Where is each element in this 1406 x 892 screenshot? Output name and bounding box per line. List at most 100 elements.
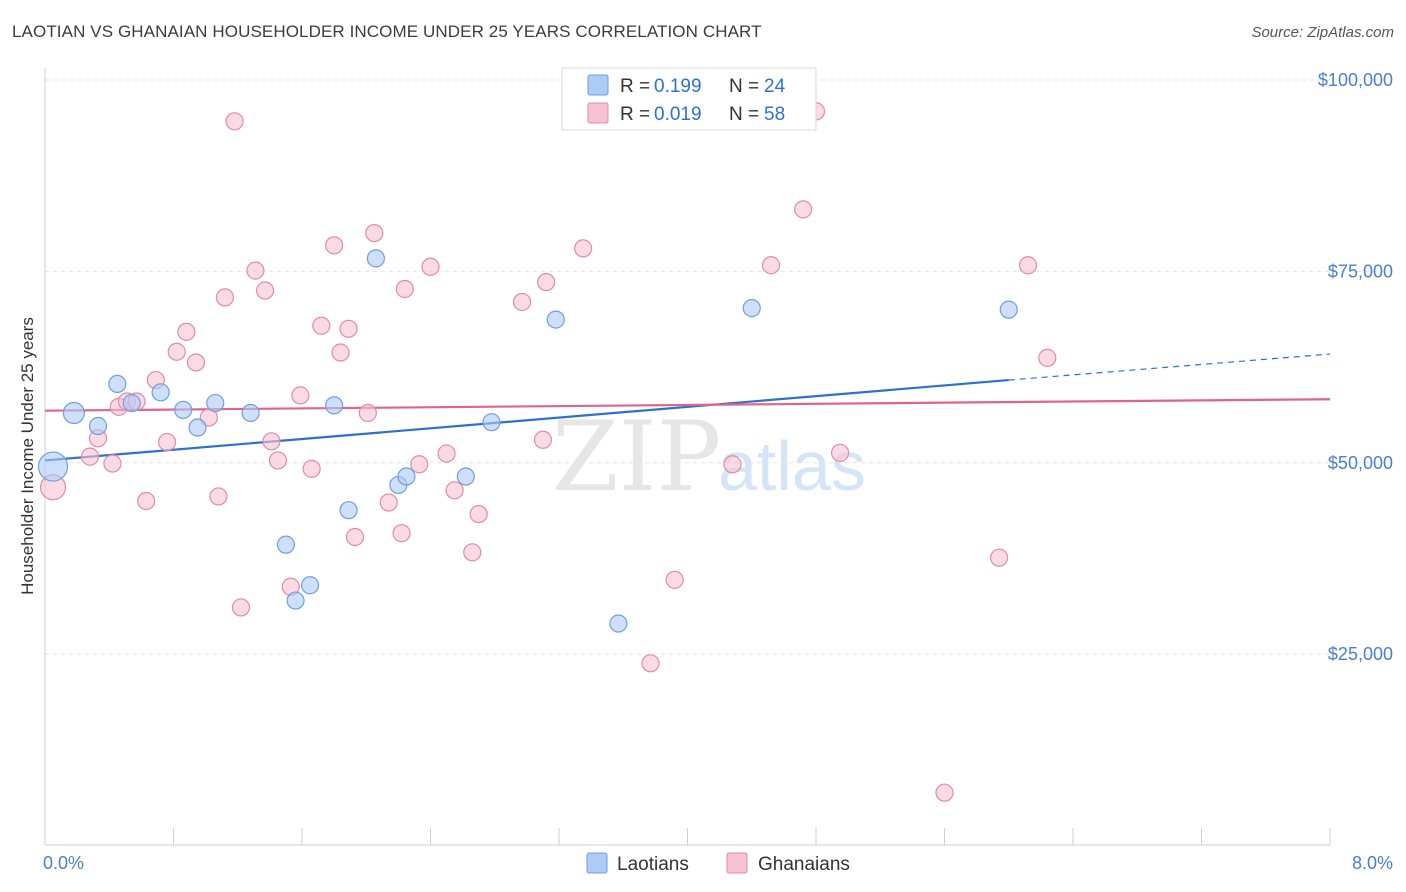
point-ghanaians	[437, 444, 456, 463]
legend-swatch-laotians-bottom	[586, 852, 608, 874]
point-ghanaians	[312, 316, 331, 335]
point-laotians	[397, 467, 416, 486]
point-laotians	[88, 416, 108, 436]
point-ghanaians	[573, 239, 593, 258]
legend-n-label-laotians: N =	[729, 76, 759, 97]
point-laotians	[174, 400, 193, 420]
point-laotians	[339, 501, 358, 520]
point-laotians	[456, 467, 475, 486]
point-ghanaians	[935, 783, 954, 802]
point-ghanaians	[512, 292, 532, 312]
gridlines	[45, 79, 1392, 655]
point-laotians	[999, 300, 1018, 319]
point-ghanaians	[395, 279, 414, 299]
point-ghanaians	[830, 443, 850, 462]
point-laotians	[37, 451, 69, 482]
point-laotians	[366, 249, 385, 268]
point-ghanaians	[302, 459, 321, 478]
point-ghanaians	[262, 432, 281, 451]
point-laotians	[286, 591, 305, 610]
point-ghanaians	[990, 548, 1009, 567]
point-ghanaians	[365, 224, 384, 243]
point-laotians	[241, 403, 260, 423]
trend-lines	[44, 353, 1331, 462]
point-laotians	[188, 418, 207, 437]
point-ghanaians	[469, 504, 488, 524]
point-laotians	[300, 576, 320, 595]
x-tick-labels: 0.0% 8.0%	[43, 853, 1393, 873]
point-ghanaians	[157, 432, 177, 452]
legend-swatch-ghanaians-bottom	[726, 852, 748, 874]
point-ghanaians	[268, 451, 288, 470]
trend-line-ghanaians	[44, 398, 1331, 412]
point-ghanaians	[186, 353, 206, 372]
legend-n-value-laotians: 24	[764, 76, 786, 97]
point-ghanaians	[137, 491, 156, 511]
point-ghanaians	[225, 112, 244, 131]
point-ghanaians	[665, 570, 684, 589]
point-ghanaians	[215, 288, 234, 307]
chart-title: LAOTIAN VS GHANAIAN HOUSEHOLDER INCOME U…	[12, 22, 762, 41]
point-ghanaians	[167, 342, 186, 361]
point-ghanaians	[1018, 256, 1038, 275]
point-ghanaians	[339, 319, 358, 338]
correlation-legend: R = 0.199 N = 24 R = 0.019 N = 58	[561, 67, 817, 131]
point-ghanaians	[231, 598, 251, 617]
point-ghanaians	[445, 481, 464, 500]
point-laotians	[122, 393, 141, 413]
y-tick-label: $25,000	[1328, 644, 1393, 664]
point-laotians	[108, 374, 127, 394]
x-tick-label: 8.0%	[1352, 853, 1393, 873]
source-label: Source: ZipAtlas.com	[1251, 24, 1394, 41]
legend-r-value-laotians: 0.199	[654, 76, 702, 97]
point-ghanaians	[345, 527, 365, 547]
point-ghanaians	[1038, 348, 1057, 367]
point-ghanaians	[331, 343, 350, 362]
point-laotians	[609, 614, 628, 633]
point-ghanaians	[103, 454, 122, 473]
y-tick-label: $50,000	[1328, 453, 1393, 473]
watermark-zip: ZIP	[552, 401, 721, 513]
trend-line-laotians	[44, 378, 1009, 462]
legend-swatch-ghanaians	[587, 102, 609, 124]
legend-swatch-laotians	[587, 74, 609, 96]
watermark-atlas: atlas	[718, 427, 866, 505]
point-ghanaians	[410, 455, 429, 474]
point-ghanaians	[379, 493, 398, 512]
legend-n-value-ghanaians: 58	[764, 104, 785, 125]
point-ghanaians	[761, 256, 781, 275]
data-points	[37, 102, 1057, 802]
point-ghanaians	[80, 447, 100, 466]
legend-n-label-ghanaians: N =	[729, 104, 759, 125]
trend-line-extension-laotians	[1008, 353, 1331, 381]
point-ghanaians	[533, 430, 553, 449]
y-tick-label: $100,000	[1318, 70, 1393, 90]
point-ghanaians	[463, 543, 482, 562]
point-ghanaians	[641, 654, 660, 673]
series-legend: Laotians Ghanaians	[586, 852, 850, 875]
legend-r-label-laotians: R =	[620, 76, 650, 97]
legend-label-ghanaians: Ghanaians	[758, 854, 850, 875]
point-laotians	[742, 299, 761, 318]
legend-r-label-ghanaians: R =	[620, 104, 650, 125]
point-ghanaians	[723, 455, 742, 474]
watermark: ZIP atlas	[552, 401, 866, 513]
point-laotians	[151, 383, 170, 402]
point-laotians	[276, 535, 296, 554]
legend-label-laotians: Laotians	[617, 854, 689, 875]
point-ghanaians	[794, 200, 813, 219]
y-tick-label: $75,000	[1328, 261, 1393, 281]
y-tick-labels: $25,000 $50,000 $75,000 $100,000	[1318, 70, 1393, 664]
point-laotians	[482, 413, 501, 432]
point-ghanaians	[358, 403, 377, 423]
point-ghanaians	[255, 281, 275, 300]
point-ghanaians	[246, 261, 265, 280]
point-ghanaians	[537, 272, 556, 292]
point-ghanaians	[392, 524, 411, 543]
point-ghanaians	[325, 236, 344, 255]
point-laotians	[325, 396, 344, 415]
point-laotians	[206, 393, 225, 413]
point-ghanaians	[291, 386, 310, 405]
point-laotians	[546, 310, 565, 329]
point-ghanaians	[421, 257, 440, 276]
